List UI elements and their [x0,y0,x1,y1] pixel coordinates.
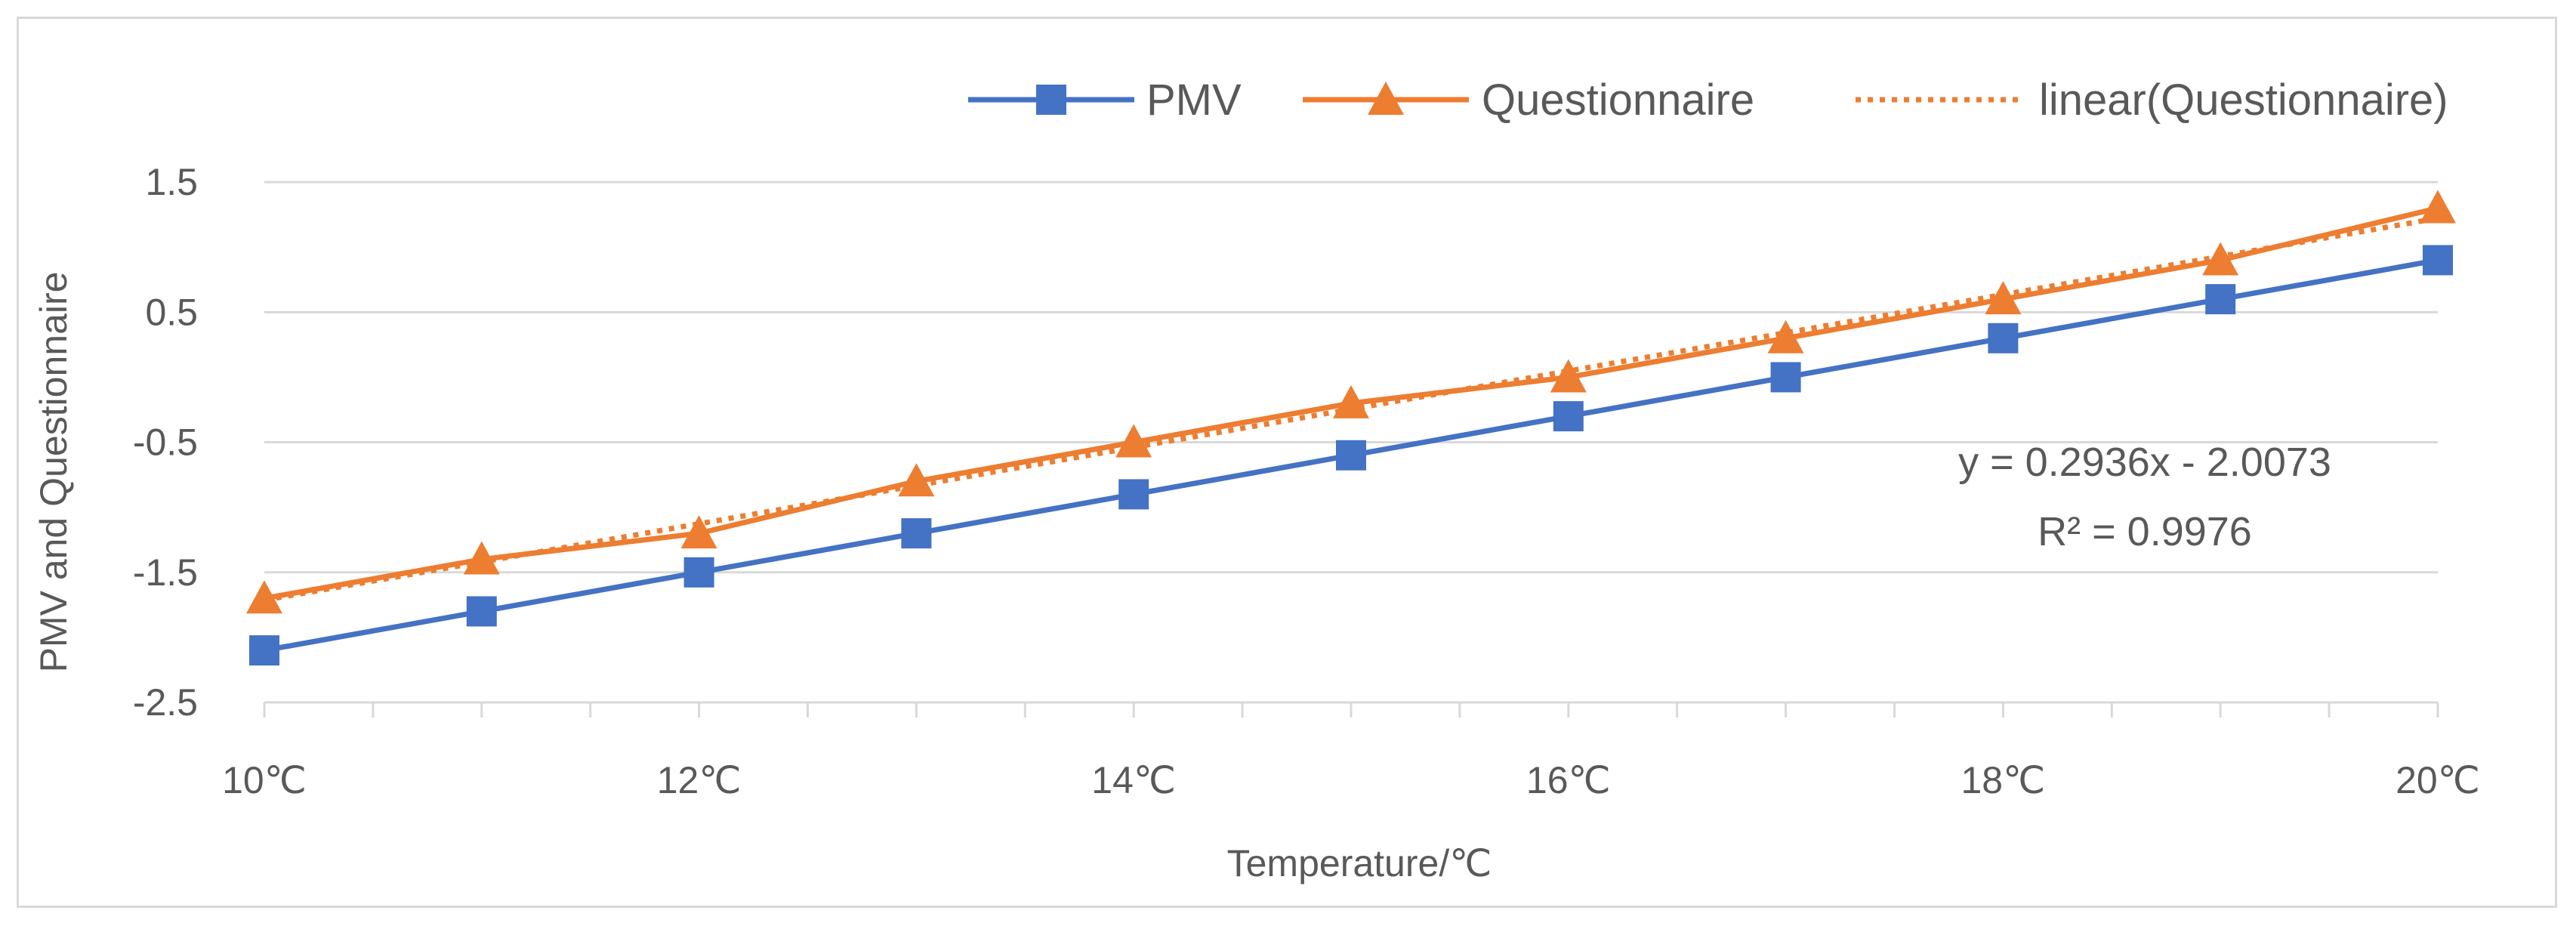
trendline-equation: y = 0.2936x - 2.0073 [1958,440,2331,485]
questionnaire-point [1767,319,1804,353]
x-tick-label: 12℃ [657,759,742,801]
pmv-point [1770,362,1801,393]
x-axis-title: Temperature/℃ [1227,842,1492,884]
trendline-r-squared: R² = 0.9976 [2038,509,2252,554]
x-tick-label: 16℃ [1526,759,1611,801]
questionnaire-point [1115,424,1152,458]
legend-item-pmv: PMV [968,76,1242,125]
chart-frame [17,17,2557,908]
pmv-point [2423,245,2453,276]
data-series [246,190,2456,666]
x-tick-label: 14℃ [1091,759,1176,801]
questionnaire-point [463,541,500,575]
pmv-point [901,518,932,549]
x-axis-tick-labels: 10℃ 12℃ 14℃ 16℃ 18℃ 20℃ [222,759,2480,801]
pmv-point [1336,440,1366,471]
legend-pmv-label: PMV [1146,76,1242,125]
pmv-point [2205,284,2236,315]
questionnaire-point [2202,242,2239,276]
pmv-point [466,596,497,627]
y-axis-tick-labels: 1.5 0.5 -0.5 -1.5 -2.5 [133,161,198,724]
x-axis [263,701,2439,718]
y-tick-label: 0.5 [145,291,198,333]
x-tick-label: 10℃ [222,759,307,801]
legend-item-linear-questionnaire: linear(Questionnaire) [1856,76,2448,125]
pmv-point [1118,479,1149,510]
questionnaire-point [2420,190,2456,224]
legend-linear-label: linear(Questionnaire) [2039,76,2448,125]
legend: PMV Questionnaire linear(Questionnaire) [968,76,2448,125]
questionnaire-point [898,463,935,497]
pmv-point [683,557,714,588]
y-tick-label: -1.5 [133,551,198,594]
legend-questionnaire-marker [1368,82,1404,115]
questionnaire-point [1333,384,1369,418]
legend-questionnaire-label: Questionnaire [1482,76,1754,125]
questionnaire-point [680,515,717,549]
questionnaire-point [1985,281,2022,315]
x-tick-label: 18℃ [1961,759,2046,801]
pmv-point [1553,401,1584,432]
legend-item-questionnaire: Questionnaire [1303,76,1754,125]
x-tick-label: 20℃ [2396,759,2480,801]
pmv-point [1988,323,2019,353]
y-tick-label: 1.5 [145,161,198,203]
y-tick-label: -2.5 [133,681,198,724]
y-tick-label: -0.5 [133,421,198,464]
legend-pmv-marker [1036,85,1066,115]
questionnaire-point [246,580,282,614]
pmv-point [249,635,279,666]
questionnaire-point [1550,359,1587,393]
y-axis-title: PMV and Questionnaire [32,272,75,673]
